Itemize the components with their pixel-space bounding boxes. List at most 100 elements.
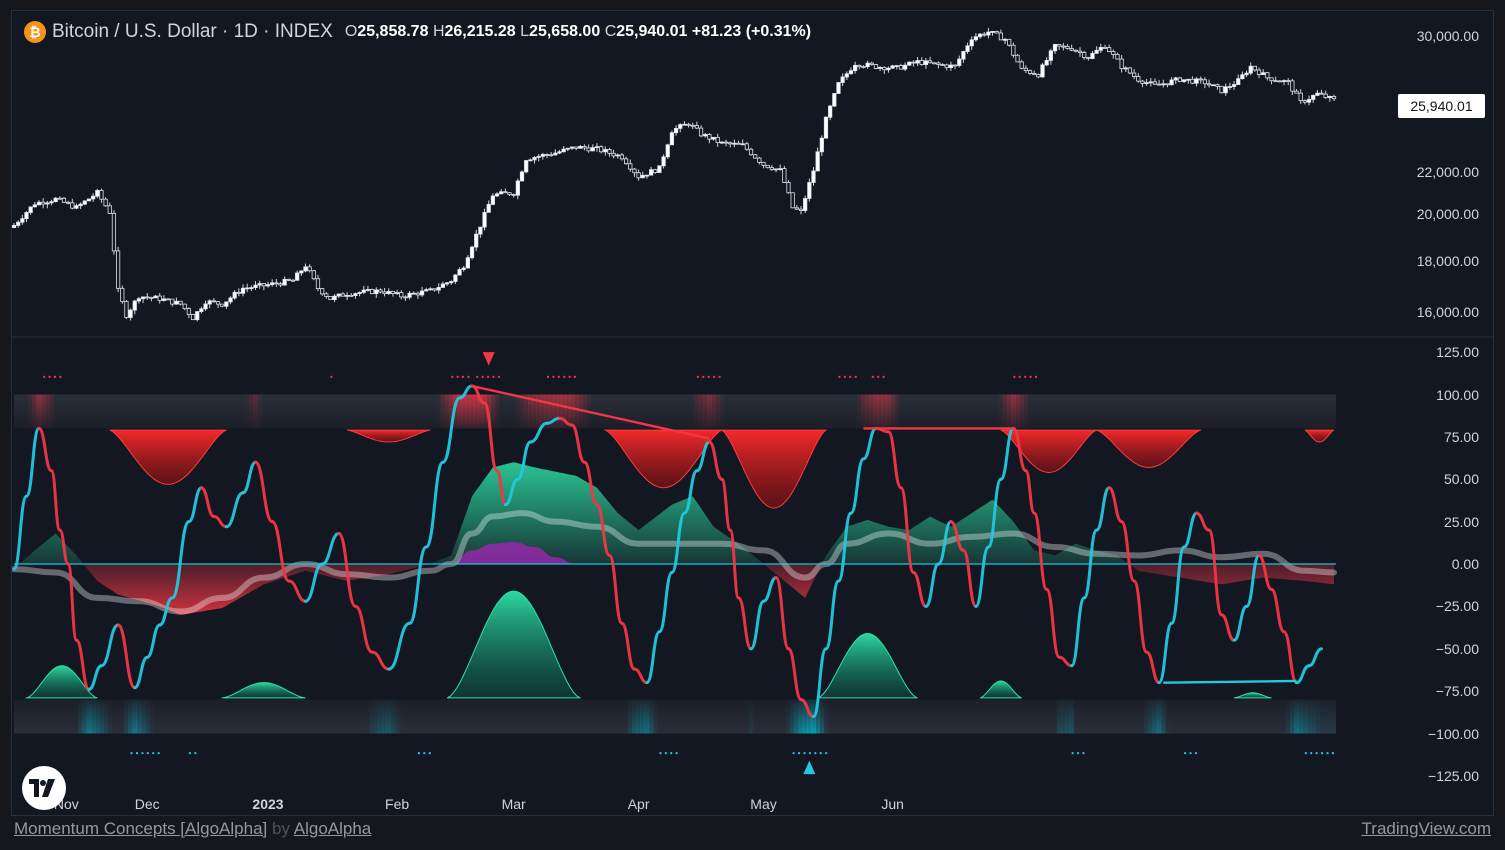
candle-body (199, 308, 204, 312)
candle-body (669, 132, 675, 146)
candle-body (982, 33, 987, 36)
candle-body (811, 170, 816, 183)
os-heat (390, 699, 396, 734)
candle (840, 73, 845, 87)
candle-body (524, 160, 529, 173)
candle (1148, 78, 1153, 87)
candle (444, 282, 450, 287)
os-heat (99, 699, 104, 734)
ob-heat (519, 394, 525, 429)
candle-body (640, 174, 645, 179)
candle (178, 300, 183, 306)
candle-body (757, 157, 762, 163)
candle-body (948, 64, 954, 69)
os-heat (1302, 699, 1308, 734)
candle-body (270, 282, 275, 285)
candle-body (719, 141, 724, 144)
indicator-link[interactable]: Momentum Concepts [AlgoAlpha] (14, 819, 268, 838)
candle (503, 188, 508, 194)
candle-body (1277, 80, 1282, 83)
oscillator-line (1195, 511, 1211, 532)
os-heat (144, 699, 150, 734)
candle-body (249, 287, 254, 289)
os-heat (1148, 699, 1154, 734)
chart-canvas[interactable] (12, 11, 1494, 816)
ob-signal-dot (718, 375, 721, 378)
candle-body (78, 203, 83, 207)
candle (1161, 79, 1166, 88)
ob-signal-dot (467, 375, 470, 378)
candle (1007, 38, 1012, 47)
ob-heat (861, 394, 866, 429)
candle-body (336, 293, 341, 297)
ob-heat (1006, 394, 1012, 429)
os-signal-dot (152, 752, 155, 755)
candle (848, 67, 854, 75)
candle-body (557, 151, 562, 154)
oscillator-line (424, 460, 445, 549)
candle-body (1157, 83, 1162, 86)
candle (519, 170, 525, 182)
candle (1107, 44, 1112, 53)
candle (936, 61, 941, 69)
candle-body (519, 171, 525, 182)
oscillator-line (1095, 486, 1111, 532)
candle-body (907, 61, 912, 66)
candle-body (574, 146, 579, 149)
candle (365, 285, 371, 292)
low-value: 25,658.00 (529, 23, 601, 40)
candle-body (599, 146, 604, 153)
symbol-title[interactable]: Bitcoin / U.S. Dollar · 1D · INDEX (52, 21, 333, 42)
candle (1248, 62, 1253, 76)
candle-body (840, 76, 845, 83)
candle-body (70, 202, 75, 209)
candle (1090, 51, 1095, 60)
candle-body (1123, 67, 1128, 70)
candle-body (24, 212, 29, 220)
os-signal-dot (1304, 752, 1307, 755)
candle (861, 65, 866, 69)
candle-body (844, 73, 849, 78)
candle (232, 290, 237, 300)
candle-body (740, 143, 745, 146)
candle (86, 198, 92, 202)
candle (982, 31, 987, 37)
candle (1119, 55, 1124, 73)
candle (1311, 94, 1316, 103)
candle (952, 64, 958, 70)
candle (261, 283, 266, 291)
candle-body (998, 32, 1003, 41)
ob-heat (894, 394, 900, 429)
candle (886, 66, 891, 73)
oscillator-line (849, 457, 865, 515)
os-heat (652, 699, 658, 734)
oscillator-line (1257, 554, 1273, 591)
tradingview-link[interactable]: TradingView.com (1361, 819, 1491, 838)
close-label: C (604, 23, 617, 40)
author-link[interactable]: AlgoAlpha (293, 819, 372, 838)
chart-frame[interactable]: ₿ Bitcoin / U.S. Dollar · 1D · INDEX O25… (11, 10, 1494, 816)
candle (957, 55, 962, 68)
ob-signal-dot (574, 375, 577, 378)
candle (890, 64, 895, 69)
candle (91, 193, 96, 202)
candle (1144, 79, 1149, 86)
candle-body (644, 174, 650, 177)
candle-body (1227, 86, 1232, 88)
os-heat (1165, 700, 1170, 734)
candle-body (886, 67, 891, 71)
candle (628, 159, 633, 172)
candle (549, 152, 554, 157)
candle-body (57, 197, 62, 200)
oscillator-line (595, 503, 611, 557)
candle (361, 285, 366, 295)
slow-line (12, 510, 1337, 615)
candle (478, 226, 483, 238)
candle-body (586, 147, 591, 152)
candle (1256, 67, 1262, 79)
candle (590, 144, 595, 152)
candle-body (1252, 65, 1257, 71)
os-signal-dot (670, 752, 673, 755)
candle-body (507, 192, 512, 195)
tradingview-logo-icon[interactable] (22, 766, 66, 810)
